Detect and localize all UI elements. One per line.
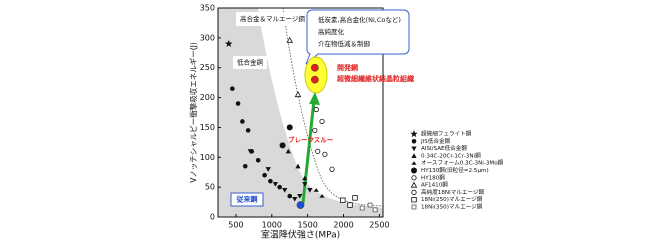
y-tick-label: 0 bbox=[210, 213, 215, 222]
highlight-label: 従来鋼 bbox=[236, 195, 258, 204]
circle-point bbox=[230, 86, 235, 91]
circle-point bbox=[255, 157, 261, 163]
legend-label: AF1410鋼 bbox=[421, 181, 448, 189]
arrow-head bbox=[309, 92, 320, 105]
square-point bbox=[411, 196, 417, 203]
open-circle-point bbox=[319, 118, 325, 125]
triangle-point bbox=[302, 175, 308, 181]
label-box bbox=[230, 192, 264, 207]
triangle-point bbox=[272, 182, 278, 187]
triangle-point bbox=[411, 153, 417, 158]
triangle-point bbox=[313, 188, 319, 192]
y-tick-label: 300 bbox=[200, 33, 215, 42]
circle-point bbox=[235, 101, 241, 106]
square-point bbox=[340, 197, 346, 203]
legend-label: HY130鋼(旧粒径=2.5μm) bbox=[421, 166, 489, 174]
square-point bbox=[352, 195, 358, 201]
label-bg bbox=[233, 56, 267, 69]
legend-label: 18Ni(250)マルエージ鋼 bbox=[421, 195, 483, 203]
triangle-point bbox=[302, 182, 308, 187]
circle-point bbox=[242, 163, 248, 169]
y-tick-label: 250 bbox=[200, 63, 215, 72]
y-tick-label: 150 bbox=[200, 123, 215, 132]
triangle-point bbox=[247, 149, 253, 154]
y-tick-label: 100 bbox=[200, 153, 215, 162]
x-tick-label: 1500 bbox=[297, 221, 317, 230]
square-point bbox=[359, 205, 365, 211]
triangle-point bbox=[319, 194, 325, 198]
circle-point bbox=[287, 193, 293, 199]
legend-label: 0.34C-20Cr-1Cr-3Ni鋼 bbox=[421, 151, 481, 159]
square-point bbox=[367, 202, 373, 208]
triangle-point bbox=[307, 188, 313, 193]
highlight-label: 開発鋼 bbox=[337, 63, 358, 72]
circle-point bbox=[411, 139, 417, 144]
x-tick-label: 500 bbox=[228, 221, 243, 230]
y-axis-label: Vノッチシャルピー衝撃吸収エネルギー(J) bbox=[188, 42, 198, 183]
triangle-point bbox=[295, 163, 301, 169]
note-box bbox=[305, 9, 410, 65]
x-tick-label: 2000 bbox=[333, 221, 353, 230]
open-circle-point bbox=[315, 148, 321, 154]
triangle-point bbox=[285, 148, 291, 154]
annotation: 高合金＆マルエージ鋼 bbox=[240, 14, 305, 23]
legend-label: 高純度18Niマルエージ鋼 bbox=[421, 188, 484, 196]
x-tick-label: 2500 bbox=[369, 221, 389, 230]
y-tick-label: 350 bbox=[200, 4, 215, 13]
legend-label: 18Ni(350)マルエージ鋼 bbox=[421, 203, 483, 211]
highlight-point bbox=[310, 75, 319, 84]
open-triangle-point bbox=[410, 181, 418, 188]
note-text: 介在物低減＆制御 bbox=[318, 39, 371, 48]
open-circle-point bbox=[411, 189, 417, 195]
triangle-point bbox=[297, 194, 303, 199]
legend-label: JIS低合金鋼 bbox=[420, 137, 451, 145]
y-tick-label: 200 bbox=[200, 93, 215, 102]
star-point bbox=[224, 39, 233, 48]
open-circle-point bbox=[313, 106, 319, 113]
plot-frame bbox=[217, 7, 384, 218]
open-triangle-point bbox=[294, 91, 302, 98]
highlight-ellipse bbox=[304, 56, 328, 94]
x-tick-label: 1000 bbox=[262, 221, 282, 230]
triangle-point bbox=[292, 197, 298, 202]
x-axis-label: 室温降伏強さ(MPa) bbox=[261, 229, 340, 241]
legend-label: AISI/SAE低合金鋼 bbox=[421, 144, 467, 152]
square-point bbox=[411, 204, 417, 210]
circle-point bbox=[262, 172, 267, 178]
square-point bbox=[372, 207, 378, 213]
legend-label: HY180鋼 bbox=[421, 173, 445, 181]
triangle-point bbox=[411, 161, 417, 165]
highlight-point bbox=[310, 63, 319, 72]
circle-point bbox=[279, 142, 286, 149]
star-point bbox=[410, 130, 418, 138]
annotation: 低合金鋼 bbox=[237, 58, 264, 67]
y-tick-label: 50 bbox=[205, 183, 215, 192]
triangle-point bbox=[282, 188, 288, 193]
circle-point bbox=[411, 167, 417, 174]
circle-point bbox=[245, 128, 251, 133]
open-circle-point bbox=[312, 127, 318, 134]
open-circle-point bbox=[329, 166, 335, 172]
square-point bbox=[347, 202, 353, 208]
highlight-label: 超微細繊維状結晶粒組織 bbox=[337, 74, 414, 83]
highlight-point bbox=[296, 201, 305, 209]
open-circle-point bbox=[411, 175, 417, 181]
circle-point bbox=[277, 184, 282, 190]
legend-label: 超微細フェライト鋼 bbox=[421, 130, 472, 138]
circle-point bbox=[268, 178, 273, 184]
circle-point bbox=[286, 124, 293, 131]
triangle-point bbox=[265, 167, 271, 172]
triangle-point bbox=[411, 146, 417, 152]
circle-point bbox=[240, 119, 245, 124]
legend-label: オースフォーム0.3C-3Ni-3Mo鋼 bbox=[421, 159, 504, 167]
note-text: 低炭素,高合金化(Ni,Coなど) bbox=[318, 15, 401, 24]
annotation: ブレークスルー bbox=[288, 135, 333, 144]
open-circle-point bbox=[322, 151, 328, 157]
open-triangle-point bbox=[286, 36, 294, 43]
label-bg bbox=[236, 12, 302, 26]
note-text: 高純度化 bbox=[318, 27, 345, 36]
